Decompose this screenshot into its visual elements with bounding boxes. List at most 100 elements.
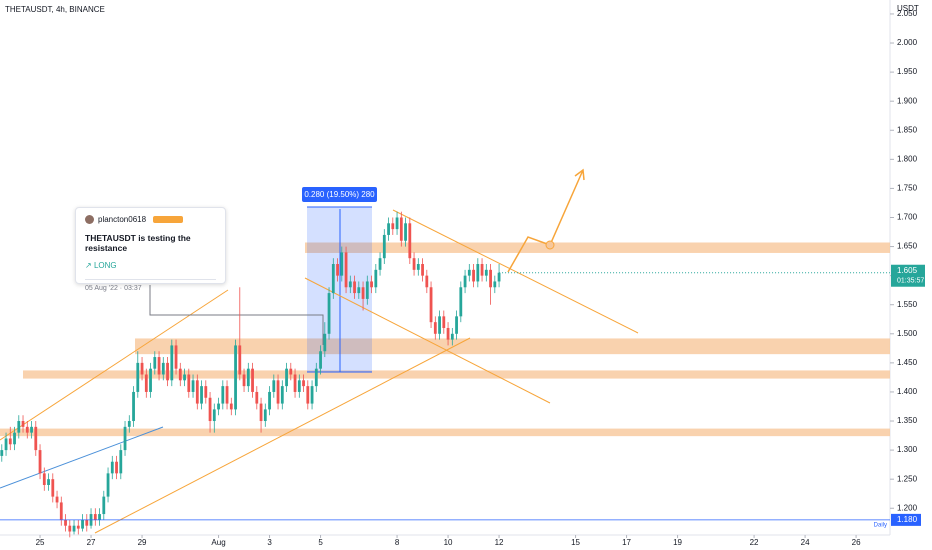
candle-body — [285, 368, 288, 387]
candle-body — [404, 223, 407, 241]
projection-arrow — [507, 169, 584, 273]
candle-body — [438, 316, 441, 334]
candle-body — [272, 380, 276, 392]
x-tick-label: Aug — [211, 538, 225, 547]
candle-body — [246, 368, 250, 387]
candle-body — [353, 281, 356, 294]
trendline — [0, 426, 164, 489]
candle-body — [251, 368, 254, 392]
candle-body — [268, 391, 271, 410]
resistance-zone — [135, 338, 890, 355]
candle-body — [467, 269, 471, 276]
y-tick-label: 1.700 — [897, 213, 918, 222]
x-tick-label: 15 — [571, 538, 580, 547]
avatar — [85, 215, 94, 224]
candle-body — [421, 264, 424, 276]
candle-body — [106, 473, 110, 497]
candle-body — [85, 519, 89, 526]
y-tick-label: 1.200 — [897, 503, 918, 512]
candle-body — [289, 368, 293, 375]
measure-label: 0.280 (19.50%) 280 — [304, 190, 375, 199]
candle-body — [340, 252, 344, 276]
y-tick-label: 1.750 — [897, 184, 918, 193]
idea-card[interactable]: plancton0618 THETAUSDT is testing the re… — [75, 207, 226, 292]
candle-body — [13, 432, 16, 445]
candle-body — [153, 357, 157, 369]
x-tick-label: 10 — [444, 538, 453, 547]
resistance-zone — [0, 428, 890, 437]
candle-body — [132, 391, 135, 422]
countdown: 01:35:57 — [897, 278, 924, 285]
candle-body — [310, 386, 314, 404]
candle-body — [297, 380, 301, 392]
candle-body — [255, 391, 259, 404]
candle-body — [319, 351, 322, 369]
daily-line-name: Daily — [874, 522, 887, 528]
candle-body — [51, 479, 55, 497]
price-tag — [891, 513, 921, 526]
y-tick-label: 2.000 — [897, 38, 918, 47]
candle-body — [212, 409, 216, 422]
candle-body — [302, 380, 305, 387]
candle-body — [229, 403, 233, 410]
candle-body — [242, 374, 246, 387]
resistance-zone — [23, 370, 890, 379]
y-tick-label: 1.850 — [897, 125, 918, 134]
candle-body — [64, 519, 67, 526]
candle-body — [489, 269, 492, 288]
y-tick-label: 1.450 — [897, 358, 918, 367]
axis-unit: USDT — [897, 4, 919, 13]
y-tick-label: 1.650 — [897, 242, 918, 251]
x-tick-label: 17 — [622, 538, 631, 547]
candle-body — [446, 327, 450, 340]
candle-body — [166, 362, 169, 381]
candle-body — [174, 345, 178, 369]
candle-body — [59, 502, 63, 520]
candle-body — [183, 374, 186, 381]
trendline — [392, 209, 639, 334]
y-tick-label: 1.250 — [897, 474, 918, 483]
candle-body — [387, 223, 390, 235]
candle-body — [208, 397, 212, 422]
candle-body — [76, 525, 80, 529]
trendline — [304, 277, 551, 404]
candle-body — [102, 496, 106, 515]
candle-body — [408, 223, 412, 259]
candle-body — [30, 426, 33, 433]
idea-title: THETAUSDT is testing the resistance — [85, 233, 191, 253]
y-tick-label: 1.350 — [897, 416, 918, 425]
y-tick-label: 1.300 — [897, 445, 918, 454]
candle-body — [161, 362, 165, 375]
x-tick-label: 8 — [395, 538, 400, 547]
candle-body — [144, 374, 148, 392]
candle-body — [344, 252, 348, 288]
idea-direction: ↗ LONG — [85, 261, 117, 270]
candle-body — [263, 409, 267, 422]
x-tick-label: 5 — [318, 538, 323, 547]
trendline — [94, 337, 471, 534]
last-price-label: 1.605 — [897, 266, 918, 275]
candle-body — [4, 438, 8, 451]
candle-body — [327, 293, 331, 334]
candle-body — [416, 264, 420, 270]
candle-body — [314, 368, 318, 387]
candle-body — [191, 380, 195, 392]
candle-body — [395, 217, 399, 230]
arrow-head — [574, 168, 585, 181]
candle-body — [0, 450, 4, 456]
candle-body — [178, 368, 182, 381]
candle-body — [204, 386, 208, 398]
candle-body — [442, 316, 446, 328]
candle-body — [221, 386, 225, 404]
symbol-title: THETAUSDT, 4h, BINANCE — [5, 5, 105, 14]
y-tick-label: 2.050 — [897, 9, 918, 18]
projection-point — [545, 240, 555, 250]
resistance-zone — [305, 242, 890, 253]
candle-body — [119, 450, 123, 474]
y-tick-label: 1.500 — [897, 329, 918, 338]
candle-body — [47, 479, 50, 485]
x-tick-label: 22 — [750, 538, 759, 547]
x-tick-label: 26 — [852, 538, 861, 547]
candle-body — [25, 426, 29, 433]
